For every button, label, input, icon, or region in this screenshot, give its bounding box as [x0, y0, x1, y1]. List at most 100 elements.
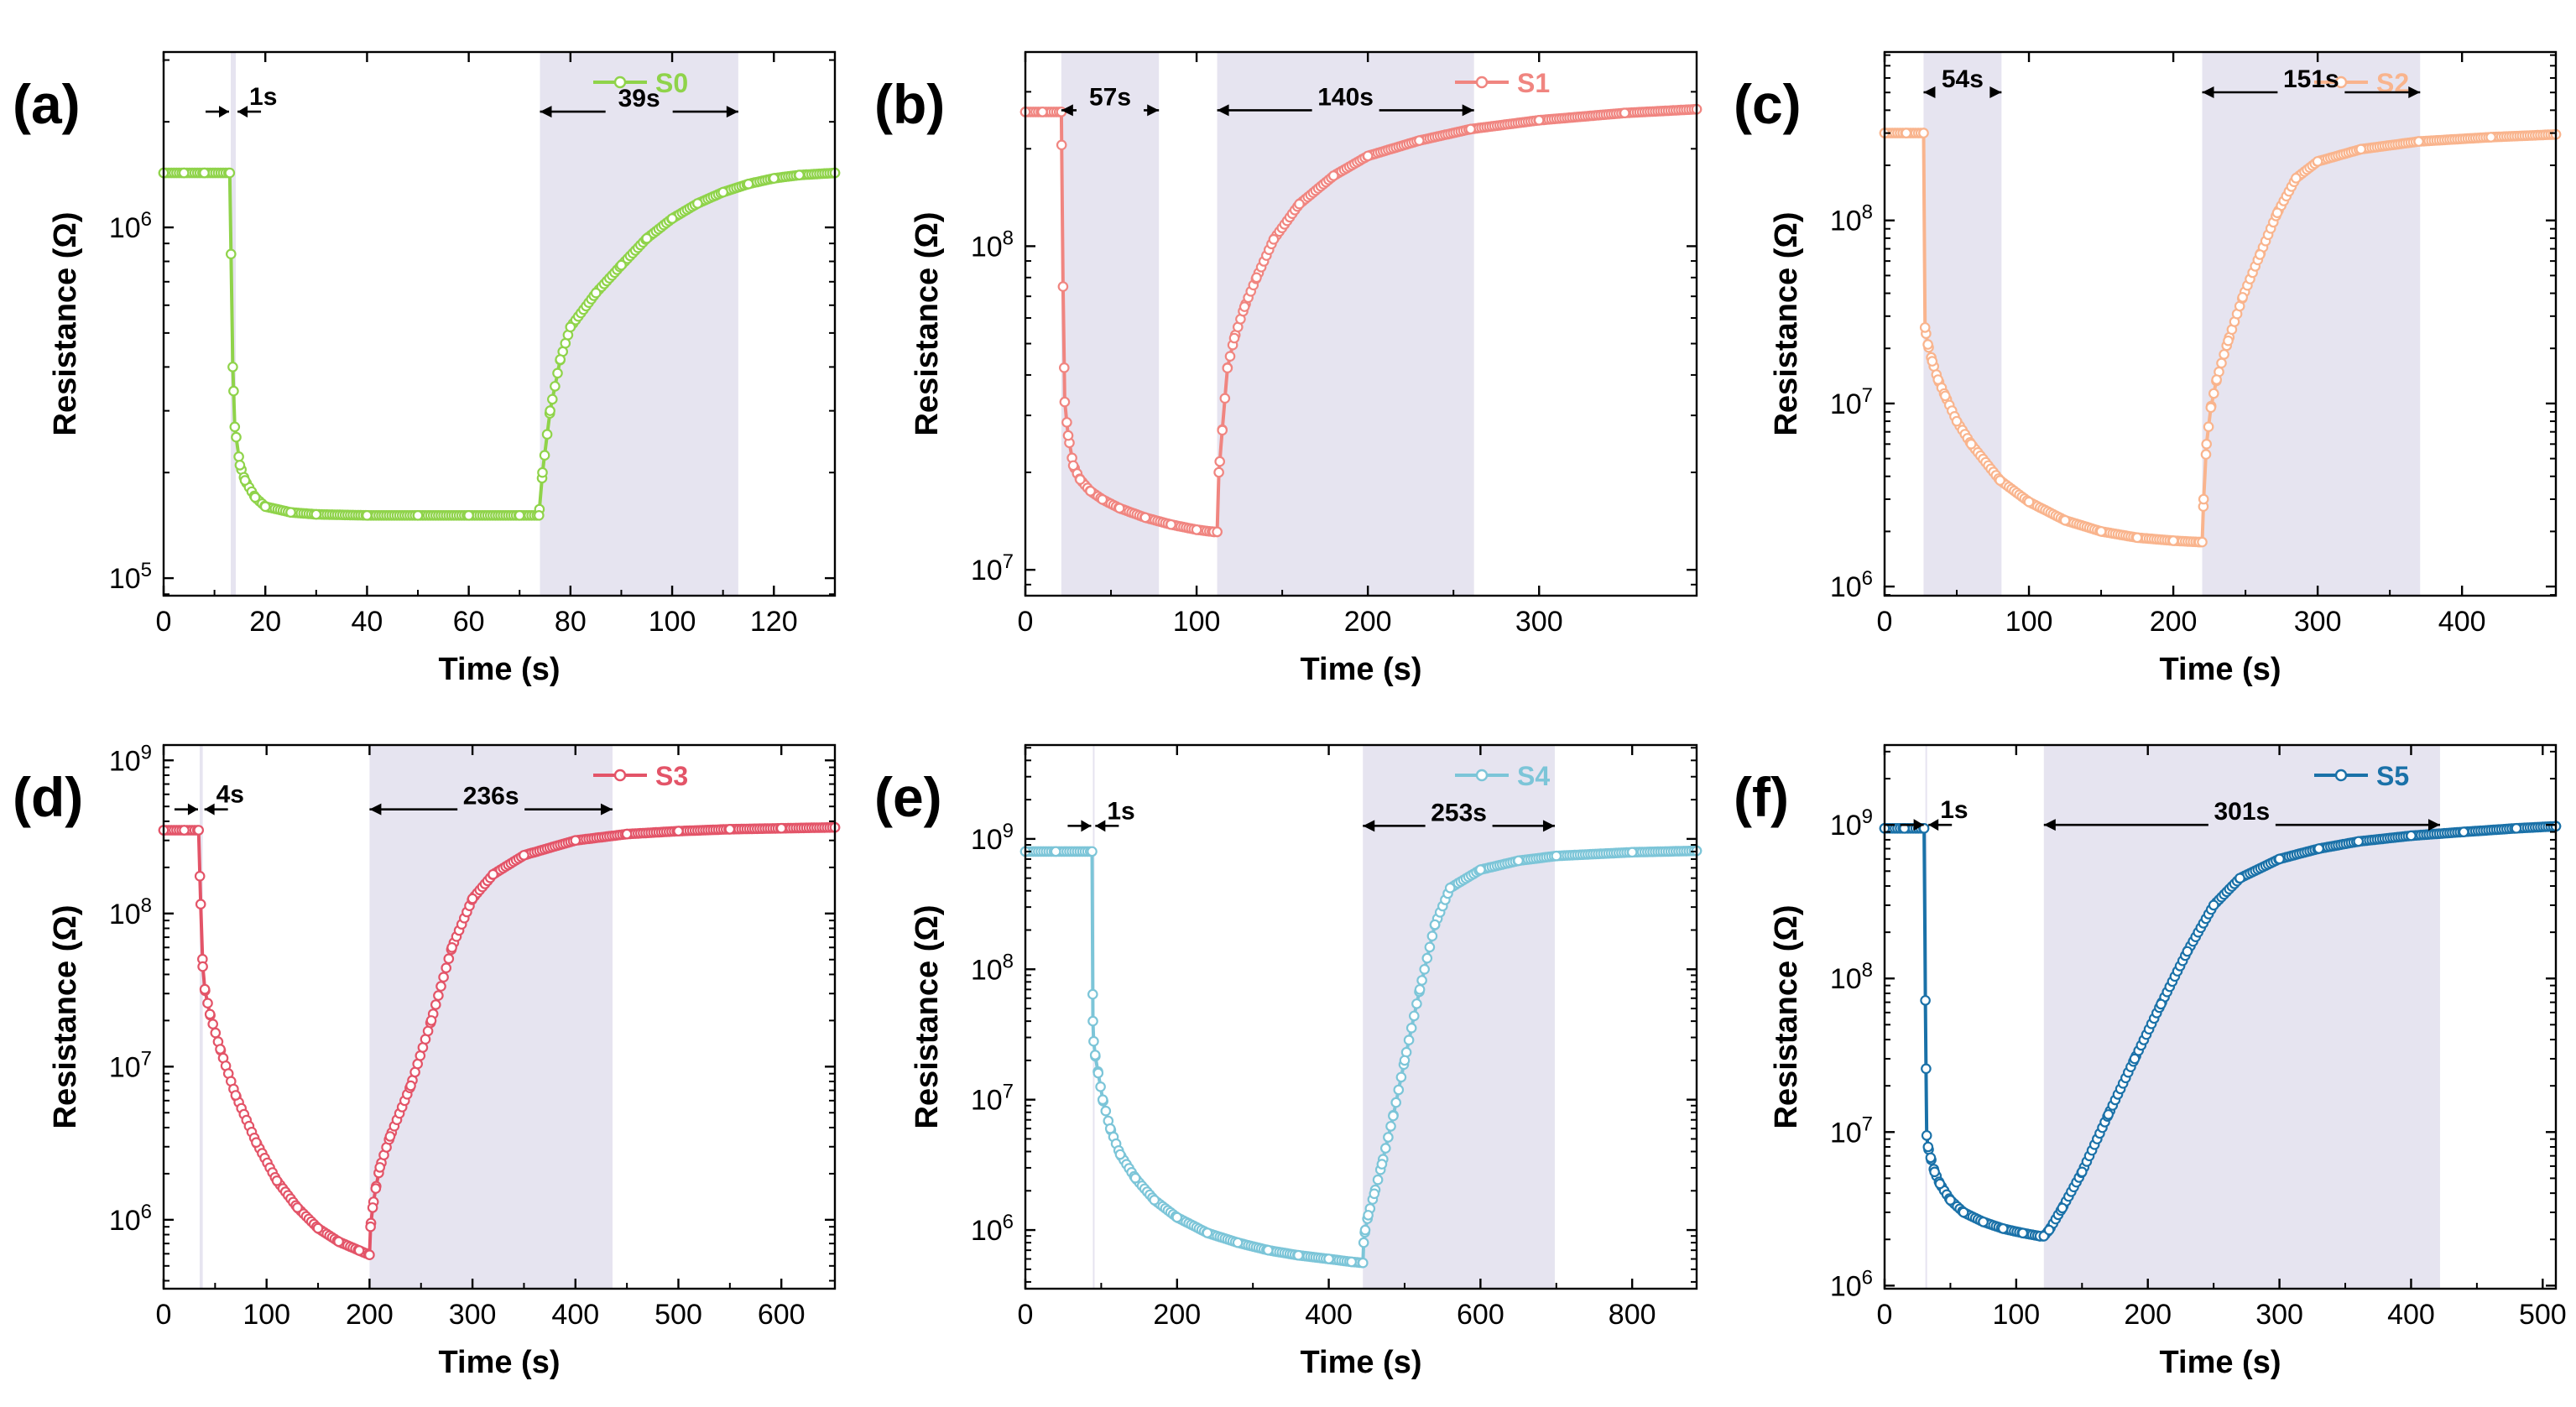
arrow-head [2202, 86, 2214, 98]
data-point [310, 508, 322, 520]
data-point [1061, 417, 1072, 428]
arrow-head [1923, 86, 1936, 98]
data-point [539, 450, 550, 461]
data-point [1092, 1067, 1104, 1079]
data-point [441, 962, 451, 973]
panel-label: (d) [13, 766, 83, 828]
data-point [1358, 1257, 1369, 1269]
legend-marker [613, 769, 627, 782]
data-point [1224, 351, 1236, 362]
data-point [1369, 1188, 1380, 1200]
data-point [555, 354, 566, 365]
data-point [2057, 1202, 2068, 1214]
data-point [2219, 349, 2229, 360]
y-tick-label: 107 [109, 1047, 152, 1083]
data-point [1222, 362, 1233, 373]
x-tick-label: 40 [352, 606, 383, 638]
data-point [215, 1044, 226, 1055]
arrow-head [600, 803, 613, 816]
x-tick-label: 800 [1609, 1299, 1656, 1331]
x-tick-label: 300 [1515, 606, 1563, 638]
data-point [1421, 952, 1433, 964]
data-point [552, 367, 563, 379]
data-point [2458, 826, 2469, 837]
data-point [1114, 1149, 1126, 1160]
x-tick-label: 200 [1153, 1299, 1201, 1331]
data-point [271, 1175, 283, 1186]
data-point [1533, 115, 1545, 126]
annotation-label: 151s [2283, 65, 2339, 93]
y-tick-label: 109 [1830, 805, 1873, 842]
data-point [2485, 132, 2496, 143]
arrow-head [1061, 104, 1073, 117]
data-point [1087, 846, 1098, 857]
data-point [1191, 524, 1202, 535]
data-point [2234, 873, 2245, 883]
data-point [1385, 1121, 1396, 1132]
data-point [546, 393, 558, 405]
x-tick-label: 400 [2438, 606, 2486, 638]
y-tick-label: 105 [109, 559, 152, 595]
data-point [224, 167, 236, 179]
data-point [1405, 1023, 1417, 1034]
data-point [197, 961, 208, 972]
data-point [367, 1202, 378, 1213]
data-point [621, 828, 633, 840]
y-axis-label: Resistance (Ω) [1769, 211, 1804, 435]
data-point [1050, 846, 1061, 857]
data-point [2406, 830, 2417, 842]
data-point [1059, 362, 1070, 373]
data-point [285, 507, 296, 518]
data-point [1323, 1253, 1334, 1264]
shaded-region-1 [199, 745, 203, 1289]
x-tick-label: 200 [2150, 606, 2198, 638]
data-point [1149, 1195, 1160, 1206]
data-point [1414, 984, 1426, 995]
data-point [2198, 493, 2209, 505]
data-point [1414, 135, 1425, 146]
data-point [353, 1245, 365, 1256]
data-point [1056, 139, 1067, 151]
data-point [1922, 1141, 1934, 1153]
panel-f: 0 100 200 300 400 500 106 107 108 109 Time (s) Resi… [1734, 743, 2567, 1380]
data-point [1232, 1237, 1244, 1248]
time-annotation: 301s [2043, 798, 2440, 831]
x-tick-label: 120 [750, 606, 798, 638]
data-point [673, 826, 684, 836]
data-point [1293, 1249, 1304, 1261]
data-point [1376, 1159, 1388, 1170]
annotation-label: 301s [2214, 798, 2271, 826]
arrow-head [237, 106, 248, 118]
data-point [616, 259, 627, 271]
shaded-region-2 [2043, 745, 2440, 1289]
time-annotation: 1s [206, 83, 277, 118]
data-point [519, 850, 529, 861]
legend-label: S5 [2376, 761, 2409, 791]
annotation-label: 4s [216, 781, 244, 809]
data-point [666, 213, 678, 224]
data-point [199, 167, 210, 179]
data-point [2182, 946, 2193, 957]
data-point [364, 1249, 375, 1260]
data-point [570, 835, 581, 846]
data-point [545, 405, 555, 416]
y-tick-label: 109 [971, 820, 1014, 856]
x-tick-label: 200 [2124, 1299, 2172, 1331]
data-point [1097, 1094, 1108, 1105]
data-point [179, 825, 190, 836]
data-point [537, 466, 548, 478]
data-point [1263, 1244, 1274, 1256]
data-point [1085, 486, 1096, 497]
time-annotation: 236s [369, 783, 613, 816]
x-tick-label: 60 [453, 606, 485, 638]
data-point [1411, 998, 1422, 1009]
data-point [541, 429, 553, 440]
data-point [2129, 1053, 2141, 1065]
arrow-head [2408, 86, 2421, 98]
y-axis-label: Resistance (Ω) [910, 904, 945, 1128]
data-point [446, 942, 457, 953]
data-point [2312, 156, 2323, 167]
annotation-label: 1s [1940, 796, 1968, 824]
data-point [2023, 496, 2035, 508]
